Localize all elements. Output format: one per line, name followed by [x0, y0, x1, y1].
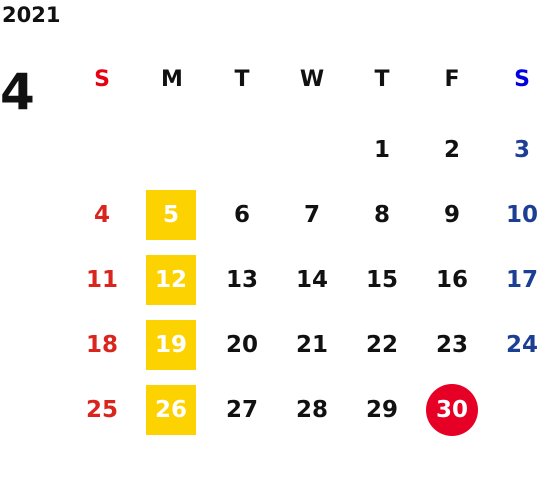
day: 8: [373, 202, 390, 228]
day: 7: [303, 202, 320, 228]
day: 18: [85, 332, 118, 358]
day: 6: [233, 202, 250, 228]
day: 9: [443, 202, 460, 228]
day: 23: [435, 332, 468, 358]
day: 1: [373, 137, 390, 163]
day: 14: [295, 267, 328, 293]
day: 29: [365, 397, 398, 423]
month: 4: [0, 63, 35, 121]
weekday-label: F: [444, 67, 460, 92]
day: 2: [443, 137, 460, 163]
day: 22: [365, 332, 398, 358]
day: 16: [435, 267, 468, 293]
day: 5: [146, 190, 196, 240]
weekday-label: T: [234, 67, 250, 92]
day: 19: [146, 320, 196, 370]
day: 4: [93, 202, 110, 228]
day: 11: [85, 267, 118, 293]
day: 15: [365, 267, 398, 293]
day: 25: [85, 397, 118, 423]
day: 26: [146, 385, 196, 435]
weekday-label: T: [374, 67, 390, 92]
day: 30: [426, 384, 478, 436]
day: 24: [505, 332, 538, 358]
day: 28: [295, 397, 328, 423]
day: 12: [146, 255, 196, 305]
weekday-label: S: [514, 67, 530, 92]
weekday-label: S: [94, 67, 110, 92]
day: 21: [295, 332, 328, 358]
day: 13: [225, 267, 258, 293]
weekday-label: M: [161, 67, 183, 92]
day: 3: [513, 137, 530, 163]
day: 10: [505, 202, 538, 228]
year: 2021: [2, 3, 61, 27]
weekday-label: W: [299, 67, 325, 92]
day: 20: [225, 332, 258, 358]
day: 17: [505, 267, 538, 293]
day: 27: [225, 397, 258, 423]
